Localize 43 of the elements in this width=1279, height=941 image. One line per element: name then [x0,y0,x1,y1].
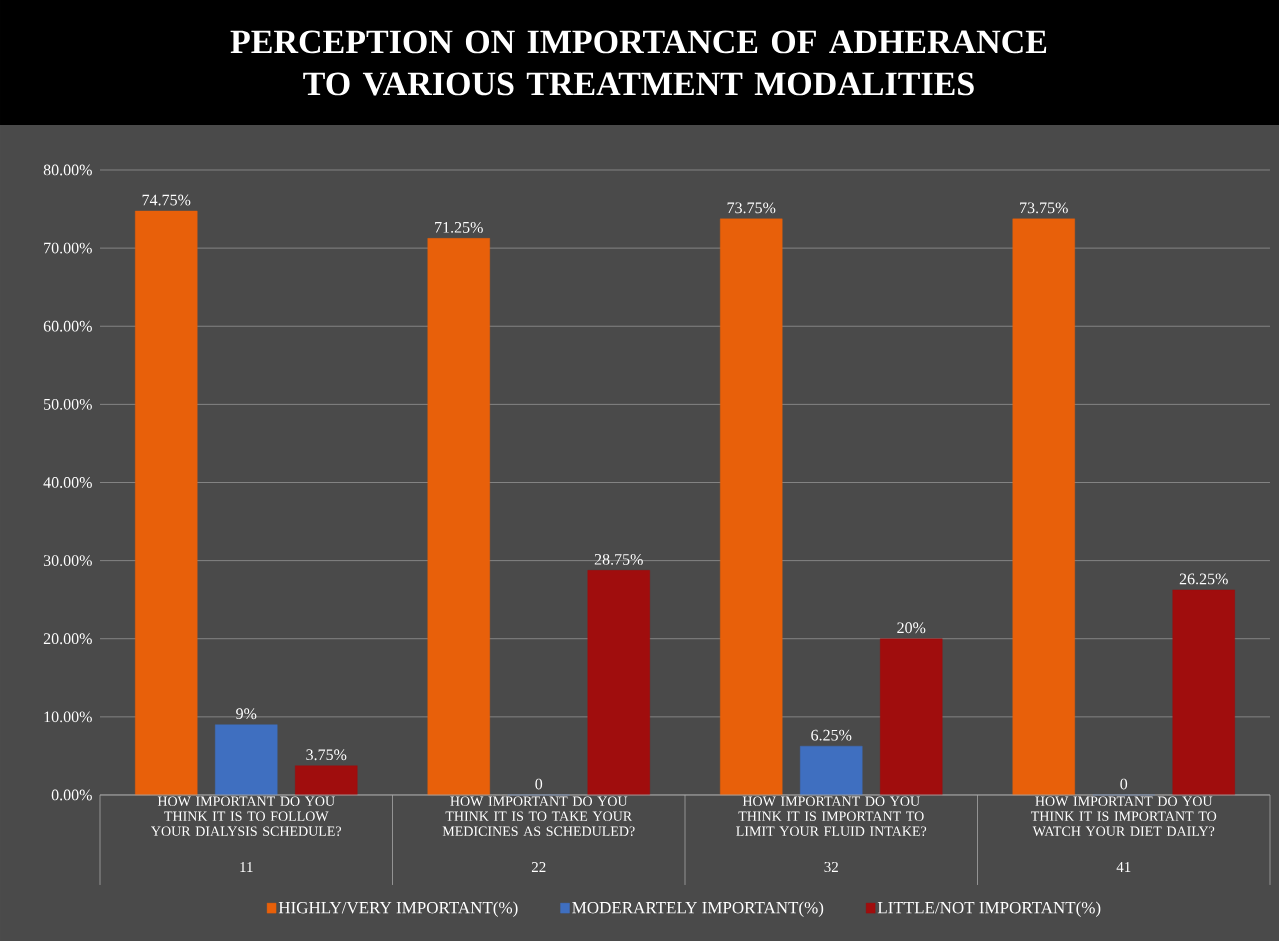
bar [720,218,783,796]
bar [135,210,198,796]
text: 22 [531,862,546,872]
text: 11 [240,862,253,872]
y-tick-label: 30.00% [43,555,92,567]
y-tick-label: 40.00% [43,477,92,488]
bar [587,570,650,796]
bar [427,238,490,796]
y-tick-label: 10.00% [44,711,92,723]
x-tick-label: HOW IMPORTANT DO YOU THINK IT IS IMPORTANT TO LIMIT YOUR FLUID INTAKE? [736,796,927,836]
bar [800,745,863,796]
data-label: 26.25% [1179,573,1228,585]
data-label: 0 [1120,778,1128,790]
data-label: 28.75% [594,553,643,565]
bar [295,765,358,796]
legend-label: MODERARTELY IMPORTANT(%) [572,901,824,917]
bar [215,724,278,796]
legend-label: HIGHLY/VERY IMPORTANT(%) [278,901,518,917]
data-label: 73.75% [727,202,776,214]
data-label: 71.25% [435,221,483,233]
legend-label: LITTLE/NOT IMPORTANT(%) [877,901,1101,917]
chart-title: PERCEPTION ON IMPORTANCE OF ADHERANCE TO VARIOUS TREATMENT MODALITIES [230,30,1047,96]
bar [1172,589,1235,796]
bar [1012,218,1075,796]
data-label: 20% [897,622,926,634]
y-tick-label: 20.00% [43,633,92,645]
data-label: 73.75% [1020,202,1068,214]
bar [880,638,943,796]
y-tick-label: 0.00% [51,789,92,801]
y-tick-label: 70.00% [44,242,92,254]
data-label: 6.25% [811,729,852,741]
text: 32 [824,861,838,873]
y-tick-label: 50.00% [44,398,92,410]
text: 41 [1116,862,1131,872]
y-tick-label: 80.00% [43,164,92,176]
x-tick-label: HOW IMPORTANT DO YOU THINK IT IS TO FOLLOW YOUR DIALYSIS SCHEDULE? [151,796,342,836]
y-tick-label: 60.00% [43,320,92,332]
x-tick-label: HOW IMPORTANT DO YOU THINK IT IS TO TAKE YOUR MEDICINES AS SCHEDULED? [442,796,635,836]
data-label: 0 [535,778,543,790]
data-label: 9% [236,708,257,720]
data-label: 3.75% [306,749,347,761]
data-label: 74.75% [142,194,191,206]
x-tick-label: HOW IMPORTANT DO YOU THINK IT IS IMPORTANT TO WATCH YOUR DIET DAILY? [1031,796,1217,837]
